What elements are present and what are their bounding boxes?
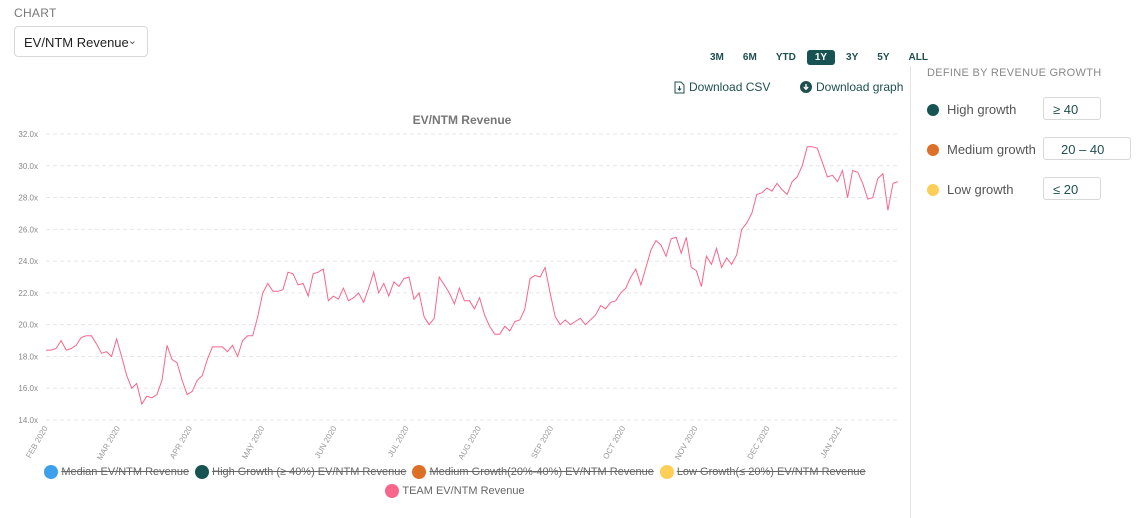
x-tick-label: AUG 2020 [456,424,483,461]
x-tick-label: APR 2020 [168,424,194,461]
x-tick-label: MAY 2020 [240,424,266,461]
download-csv-button[interactable]: Download CSV [674,80,770,94]
legend-label: High Growth (≥ 40%) EV/NTM Revenue [212,466,407,478]
high-growth-label: High growth [947,102,1017,117]
legend-item[interactable]: Median EV/NTM Revenue [44,465,189,479]
x-tick-label: DEC 2020 [746,424,773,461]
legend-label: Median EV/NTM Revenue [61,466,190,478]
x-tick-label: JUN 2020 [313,424,339,460]
x-tick-label: MAR 2020 [95,424,122,462]
legend-row-2: TEAM EV/NTM Revenue [0,484,910,498]
high-growth-row: High growth [927,102,1016,117]
chart-select-value: EV/NTM Revenue [24,35,129,50]
sidebar-title: DEFINE BY REVENUE GROWTH [927,67,1102,79]
range-5y[interactable]: 5Y [877,52,890,63]
legend-dot-icon [385,484,400,498]
low-growth-input[interactable]: ≤ 20 [1043,177,1101,200]
legend-label: TEAM EV/NTM Revenue [402,485,525,497]
x-tick-label: JUL 2020 [386,424,411,458]
range-all[interactable]: ALL [908,52,928,63]
legend-dot-icon [195,465,210,479]
medium-growth-dot-icon [927,143,939,156]
legend-dot-icon [44,465,59,479]
y-tick-label: 16.0x [18,384,38,393]
download-graph-button[interactable]: Download graph [800,80,903,94]
range-1y[interactable]: 1Y [806,50,836,65]
chart-label: CHART [14,6,57,20]
download-graph-label: Download graph [816,80,904,94]
chart-select[interactable]: EV/NTM Revenue ⌄ [14,26,148,57]
legend: Median EV/NTM Revenue High Growth (≥ 40%)… [0,465,910,479]
x-tick-label: FEB 2020 [24,424,50,460]
ev-ntm-chart: EV/NTM Revenue 14.0x 16.0x 18.0x 20.0x 22.0x 2… [18,113,899,462]
low-growth-dot-icon [927,183,939,196]
y-tick-label: 18.0x [18,352,38,361]
medium-growth-row: Medium growth [927,142,1036,157]
download-csv-label: Download CSV [689,80,771,94]
file-download-icon [674,81,685,93]
range-ytd[interactable]: YTD [775,52,796,63]
range-selector: 3M 6M YTD 1Y 3Y 5Y ALL [702,50,939,65]
legend-item[interactable]: Low Growth(≤ 20%) EV/NTM Revenue [659,465,866,479]
high-growth-input[interactable]: ≥ 40 [1043,97,1101,120]
range-3m[interactable]: 3M [710,52,724,63]
x-tick-label: OCT 2020 [601,424,627,461]
chevron-down-icon: ⌄ [127,35,137,47]
legend-item[interactable]: TEAM EV/NTM Revenue [385,484,525,498]
low-growth-row: Low growth [927,182,1013,197]
y-tick-label: 22.0x [18,289,38,298]
high-growth-dot-icon [927,103,939,116]
y-tick-label: 30.0x [18,162,38,171]
x-tick-label: JAN 2021 [819,424,845,459]
y-tick-label: 20.0x [18,321,38,330]
range-3y[interactable]: 3Y [846,52,859,63]
y-tick-label: 26.0x [18,225,38,234]
medium-growth-label: Medium growth [947,142,1036,157]
legend-label: Medium Growth(20%-40%) EV/NTM Revenue [429,466,654,478]
legend-dot-icon [659,465,674,479]
y-tick-label: 28.0x [18,194,38,203]
y-tick-label: 14.0x [18,416,38,425]
divider [910,66,911,518]
legend-dot-icon [412,465,427,479]
y-tick-label: 32.0x [18,130,38,139]
legend-label: Low Growth(≤ 20%) EV/NTM Revenue [676,466,866,478]
medium-growth-input[interactable]: 20 – 40 [1043,137,1131,160]
legend-item[interactable]: Medium Growth(20%-40%) EV/NTM Revenue [412,465,654,479]
download-circle-icon [800,81,812,93]
team-series-line [46,146,899,406]
x-tick-label: SEP 2020 [529,424,555,460]
range-6m[interactable]: 6M [742,52,757,63]
legend-item[interactable]: High Growth (≥ 40%) EV/NTM Revenue [195,465,406,479]
y-tick-label: 24.0x [18,257,38,266]
chart-title: EV/NTM Revenue [413,113,512,127]
low-growth-label: Low growth [947,182,1014,197]
x-tick-label: NOV 2020 [673,424,700,461]
